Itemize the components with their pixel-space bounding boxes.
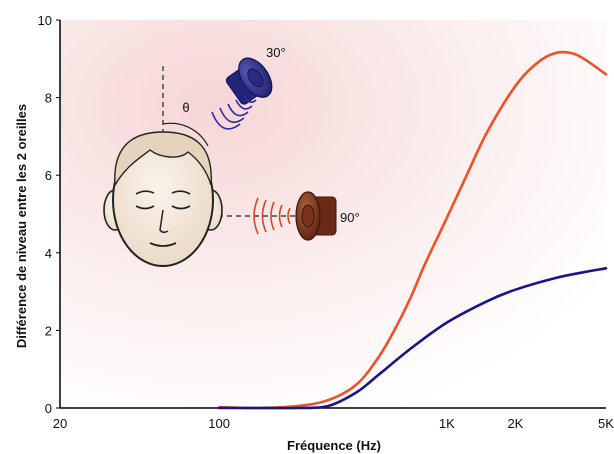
y-tick-label: 6 [45,168,52,183]
theta-label: θ [182,100,189,115]
y-tick-label: 8 [45,91,52,106]
right-eye [171,205,191,210]
x-tick-label: 20 [53,416,67,431]
label-90: 90° [340,210,360,225]
series-line-0 [217,50,608,410]
series-line-1 [217,267,608,410]
right-eyebrow [171,190,191,195]
x-tick-label: 100 [208,416,230,431]
speaker-30-illustration: 30° [211,45,286,130]
left-eye [135,205,155,210]
x-axis-ticks: 20 100 1K 2K 5K [53,416,614,431]
x-tick-label: 1K [439,416,455,431]
series-group [217,50,608,410]
mouth [149,242,177,247]
y-tick-label: 2 [45,323,52,338]
head-illustration: θ [103,66,298,267]
x-tick-label: 2K [507,416,523,431]
y-axis-title: Différence de niveau entre les 2 oreille… [14,104,29,348]
angle-arc [162,122,209,147]
y-axis-ticks: 0 2 4 6 8 10 [38,13,60,416]
speaker-90-illustration: 90° [253,191,360,241]
label-30: 30° [266,45,286,60]
y-tick-label: 4 [45,246,52,261]
x-axis-title: Fréquence (Hz) [287,438,381,453]
y-tick-label: 10 [38,13,52,28]
hair [114,131,212,188]
left-eyebrow [135,190,155,195]
x-tick-label: 5K [598,416,614,431]
nose [159,209,169,234]
y-tick-label: 0 [45,401,52,416]
